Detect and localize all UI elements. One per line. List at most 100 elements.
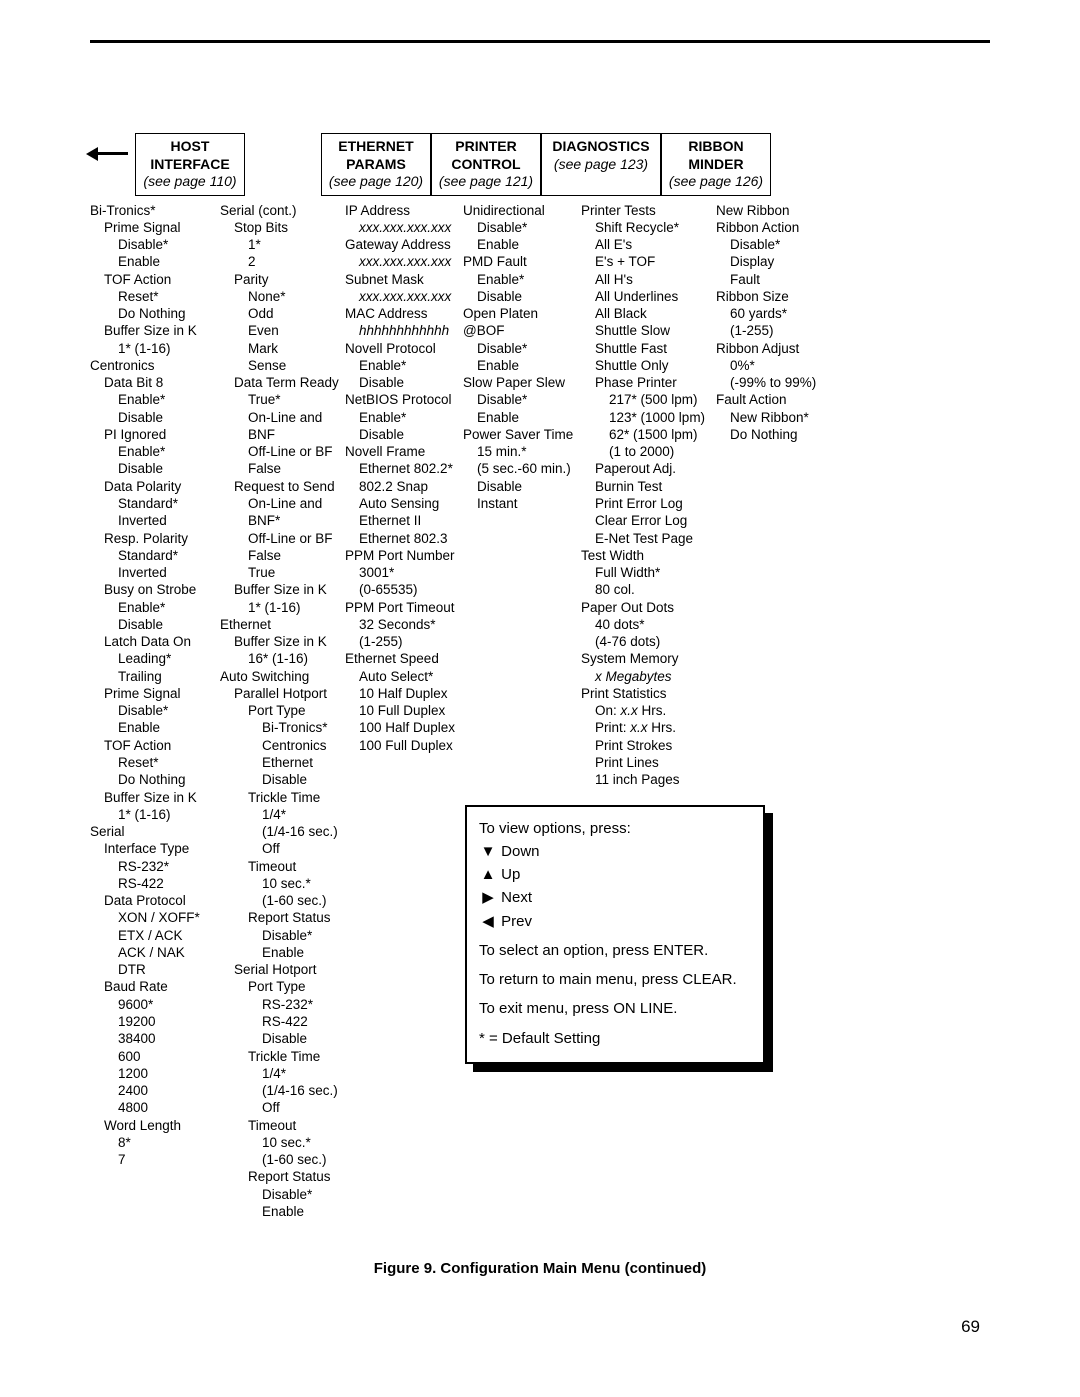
menu-item: Shuttle Fast xyxy=(581,340,716,357)
note-prev: ◀ Prev xyxy=(479,910,751,933)
menu-item: PPM Port Timeout xyxy=(345,599,463,616)
menu-header-page-ref: (see page 126) xyxy=(668,173,764,191)
menu-item: 1200 xyxy=(90,1065,220,1082)
menu-item: Report Status xyxy=(220,1168,345,1185)
menu-item: RS-422 xyxy=(220,1013,345,1030)
menu-item: Novell Protocol xyxy=(345,340,463,357)
menu-item: Disable* xyxy=(90,702,220,719)
menu-item: Serial Hotport xyxy=(220,961,345,978)
menu-item: Unidirectional xyxy=(463,202,581,219)
menu-item: All E's xyxy=(581,236,716,253)
menu-item: Trickle Time xyxy=(220,1048,345,1065)
menu-item: 19200 xyxy=(90,1013,220,1030)
menu-item: Off-Line or BF xyxy=(220,443,345,460)
menu-item: Disable* xyxy=(463,391,581,408)
menu-item: IP Address xyxy=(345,202,463,219)
menu-item: Disable xyxy=(463,478,581,495)
menu-item: PI Ignored xyxy=(90,426,220,443)
menu-header-title: ETHERNETPARAMS xyxy=(328,138,424,173)
menu-item: RS-232* xyxy=(220,996,345,1013)
menu-item: Ethernet 802.2* xyxy=(345,460,463,477)
menu-item: (1-255) xyxy=(716,322,836,339)
menu-item: Enable xyxy=(220,1203,345,1220)
menu-item: Enable xyxy=(463,236,581,253)
menu-item: Enable* xyxy=(90,599,220,616)
menu-header-box: PRINTERCONTROL(see page 121) xyxy=(431,133,541,196)
menu-item: Phase Printer xyxy=(581,374,716,391)
menu-item: Report Status xyxy=(220,909,345,926)
menu-item: Ethernet xyxy=(220,616,345,633)
menu-item: System Memory xyxy=(581,650,716,667)
menu-item: (1-255) xyxy=(345,633,463,650)
note-down: ▼ Down xyxy=(479,840,751,863)
menu-item: Prime Signal xyxy=(90,685,220,702)
menu-item: Standard* xyxy=(90,495,220,512)
menu-item: Centronics xyxy=(90,357,220,374)
menu-item: Interface Type xyxy=(90,840,220,857)
menu-item: Instant xyxy=(463,495,581,512)
menu-item: 3001* xyxy=(345,564,463,581)
menu-item: Enable xyxy=(220,944,345,961)
menu-header-box: RIBBONMINDER(see page 126) xyxy=(661,133,771,196)
menu-item: Buffer Size in K xyxy=(220,581,345,598)
menu-header-title: RIBBONMINDER xyxy=(668,138,764,173)
page: HOSTINTERFACE(see page 110)ETHERNETPARAM… xyxy=(0,0,1080,1377)
menu-item: Auto Select* xyxy=(345,668,463,685)
menu-item: Enable* xyxy=(90,443,220,460)
menu-item: Shuttle Only xyxy=(581,357,716,374)
note-default: * = Default Setting xyxy=(479,1027,751,1050)
menu-item: 11 inch Pages xyxy=(581,771,716,788)
column-host-interface-a: Bi-Tronics*Prime SignalDisable*EnableTOF… xyxy=(90,202,220,1169)
menu-item: Even xyxy=(220,322,345,339)
menu-item: Enable* xyxy=(345,409,463,426)
header-spacer xyxy=(245,133,321,196)
menu-item: Do Nothing xyxy=(90,771,220,788)
menu-item: All Underlines xyxy=(581,288,716,305)
menu-item: 1* xyxy=(220,236,345,253)
menu-item: 2400 xyxy=(90,1082,220,1099)
note-online: To exit menu, press ON LINE. xyxy=(479,997,751,1020)
note-line: To view options, press: xyxy=(479,817,751,840)
menu-item: 217* (500 lpm) xyxy=(581,391,716,408)
menu-item: True xyxy=(220,564,345,581)
menu-item: xxx.xxx.xxx.xxx xyxy=(345,219,463,236)
menu-item: (1 to 2000) xyxy=(581,443,716,460)
menu-item: Sense xyxy=(220,357,345,374)
menu-item: Enable xyxy=(90,253,220,270)
menu-item: True* xyxy=(220,391,345,408)
menu-item: 0%* xyxy=(716,357,836,374)
menu-item: NetBIOS Protocol xyxy=(345,391,463,408)
menu-item: Data Bit 8 xyxy=(90,374,220,391)
menu-item: Disable* xyxy=(463,340,581,357)
menu-item: 10 sec.* xyxy=(220,875,345,892)
column-diagnostics: Printer TestsShift Recycle*All E'sE's + … xyxy=(581,202,716,789)
menu-item: Inverted xyxy=(90,564,220,581)
menu-item: 1* (1-16) xyxy=(90,340,220,357)
menu-item: Enable xyxy=(463,357,581,374)
menu-item: Request to Send xyxy=(220,478,345,495)
menu-item: Disable* xyxy=(463,219,581,236)
down-icon: ▼ xyxy=(479,840,497,863)
menu-item: 32 Seconds* xyxy=(345,616,463,633)
menu-item: Bi-Tronics* xyxy=(90,202,220,219)
menu-item: DTR xyxy=(90,961,220,978)
menu-header-page-ref: (see page 121) xyxy=(438,173,534,191)
menu-item: Print Strokes xyxy=(581,737,716,754)
menu-item: Resp. Polarity xyxy=(90,530,220,547)
menu-item: xxx.xxx.xxx.xxx xyxy=(345,288,463,305)
menu-item: Parity xyxy=(220,271,345,288)
menu-item: On-Line and BNF xyxy=(220,409,345,444)
menu-item: (4-76 dots) xyxy=(581,633,716,650)
menu-item: 7 xyxy=(90,1151,220,1168)
menu-item: Port Type xyxy=(220,978,345,995)
menu-header-title: HOSTINTERFACE xyxy=(142,138,238,173)
menu-item: Do Nothing xyxy=(716,426,836,443)
menu-item: Disable* xyxy=(90,236,220,253)
menu-header-page-ref: (see page 120) xyxy=(328,173,424,191)
menu-item: 123* (1000 lpm) xyxy=(581,409,716,426)
menu-item: 802.2 Snap xyxy=(345,478,463,495)
menu-item: Disable xyxy=(90,409,220,426)
menu-item: Print: x.x Hrs. xyxy=(581,719,716,736)
menu-item: (1/4-16 sec.) xyxy=(220,823,345,840)
menu-item: Disable* xyxy=(220,927,345,944)
